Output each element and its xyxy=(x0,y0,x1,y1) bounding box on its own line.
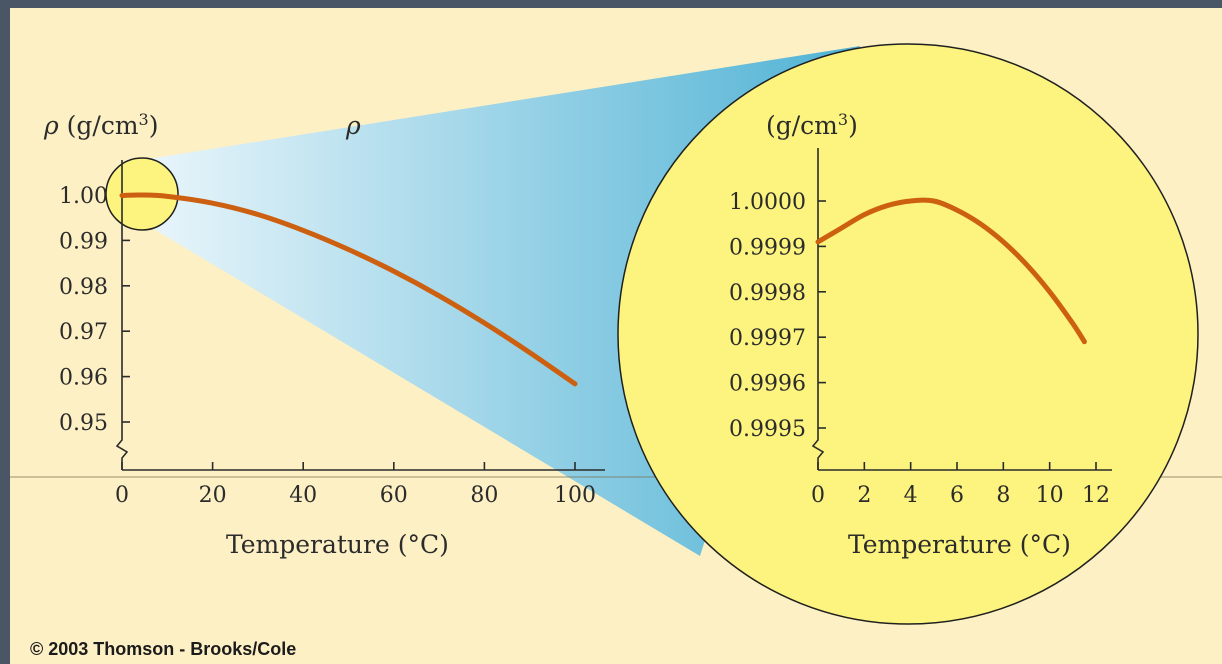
right-y-tick-label: 0.9996 xyxy=(729,372,806,397)
copyright-credit: © 2003 Thomson - Brooks/Cole xyxy=(30,639,296,659)
left-density-curve xyxy=(119,192,578,387)
zoom-chart: (g/cm3) Temperature (°C) 0 2 4 6 8 10 12 0.9995… xyxy=(729,110,1112,559)
left-x-tick-label: 80 xyxy=(470,483,498,508)
left-y-tick-label: 1.00 xyxy=(59,184,108,209)
right-x-tick-label: 0 xyxy=(811,483,825,508)
right-density-curve xyxy=(815,197,1087,345)
right-y-axis-title: (g/cm3) xyxy=(766,110,858,140)
left-y-tick-label: 0.97 xyxy=(59,320,108,345)
zoom-circle xyxy=(617,43,1199,625)
left-y-tick-label: 0.95 xyxy=(59,411,108,436)
left-x-tick-label: 60 xyxy=(380,483,408,508)
left-y-axis xyxy=(115,160,129,470)
left-x-tick-label: 0 xyxy=(115,483,129,508)
main-chart: ρ (g/cm3) Temperature (°C) 0 20 40 60 80 100 0… xyxy=(43,110,605,559)
left-x-tick-label: 40 xyxy=(289,483,317,508)
left-y-tick-label: 0.96 xyxy=(59,366,108,391)
left-x-tick-label: 20 xyxy=(199,483,227,508)
right-y-tick-label: 0.9998 xyxy=(729,281,806,306)
right-y-axis xyxy=(811,148,825,470)
left-y-tick-label: 0.99 xyxy=(59,229,108,254)
right-y-tick-label: 0.9997 xyxy=(729,326,806,351)
left-y-tick-label: 0.98 xyxy=(59,275,108,300)
right-y-tick-label: 0.9995 xyxy=(729,417,806,442)
left-x-axis-title: Temperature (°C) xyxy=(226,530,449,559)
right-x-tick-label: 2 xyxy=(857,483,871,508)
right-x-tick-label: 10 xyxy=(1036,483,1064,508)
left-y-axis-title: ρ (g/cm3) xyxy=(43,110,159,140)
beam-label: ρ xyxy=(345,111,361,140)
right-x-tick-label: 4 xyxy=(904,483,918,508)
right-x-axis-title: Temperature (°C) xyxy=(848,530,1071,559)
right-x-tick-label: 8 xyxy=(996,483,1010,508)
right-x-tick-label: 6 xyxy=(950,483,964,508)
right-x-tick-label: 12 xyxy=(1082,483,1110,508)
right-y-tick-label: 1.0000 xyxy=(729,190,806,215)
right-y-tick-label: 0.9999 xyxy=(729,235,806,260)
left-x-tick-label: 100 xyxy=(554,483,596,508)
